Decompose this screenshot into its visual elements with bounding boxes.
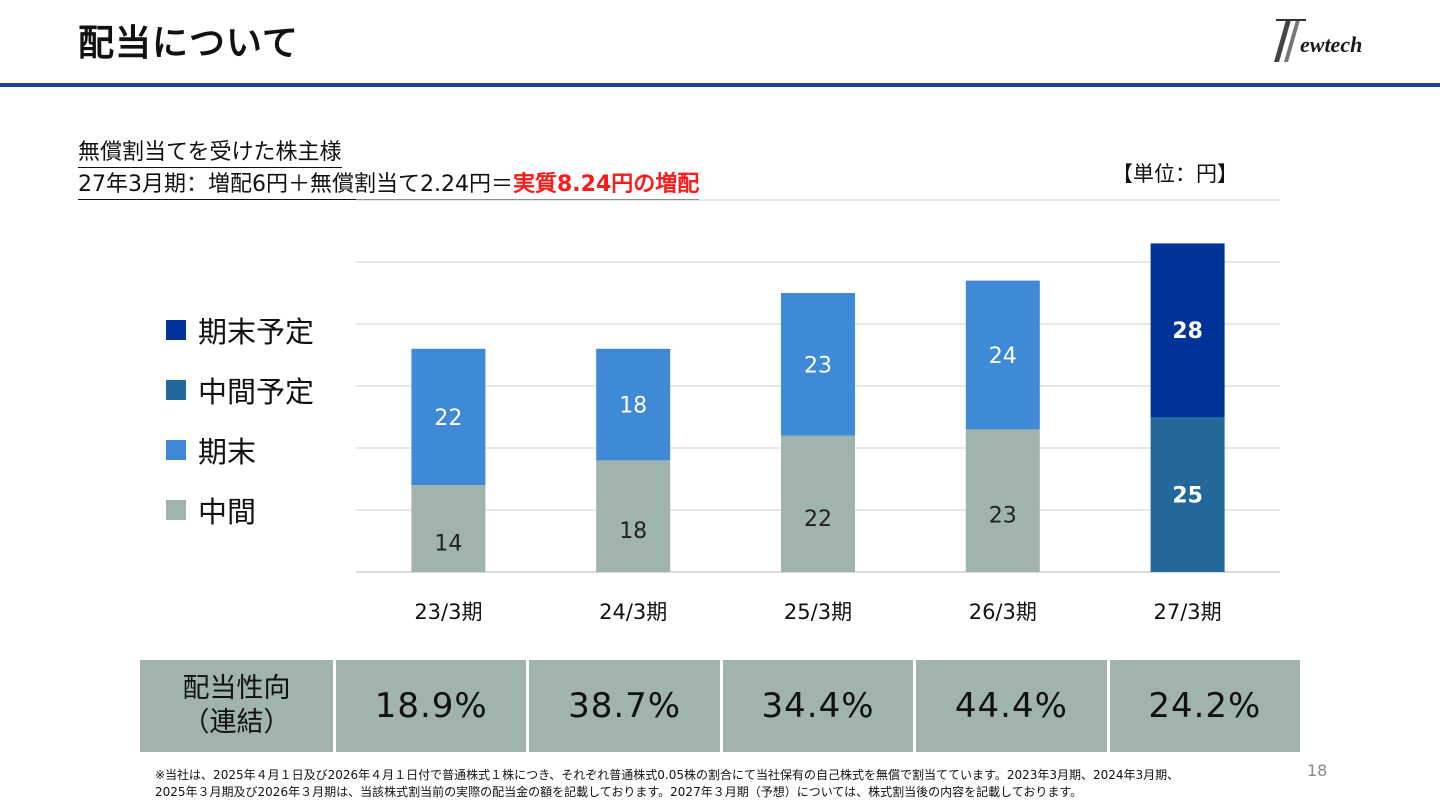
subtitle-line-2-prefix: 27年3月期：増配6円＋無償割当て2.24円＝: [78, 172, 513, 197]
data-label: 25: [1172, 484, 1203, 509]
x-tick-label: 25/3期: [784, 600, 852, 624]
x-tick-label: 27/3期: [1154, 600, 1222, 624]
header-rule: [0, 83, 1440, 87]
legend-swatch: [166, 320, 186, 340]
logo-slash-1: [1274, 20, 1291, 62]
bar-segment: [965, 280, 1040, 430]
data-label: 14: [434, 532, 462, 557]
payout-ratio-cell: 38.7%: [529, 660, 723, 752]
bar-segment: [411, 485, 486, 572]
company-logo: ewtech: [1274, 19, 1362, 62]
payout-header-line-2: （連結）: [182, 707, 291, 738]
payout-header-line-1: 配当性向: [182, 673, 291, 704]
unit-label: 【単位：円】: [1112, 162, 1238, 186]
data-label: 28: [1172, 319, 1203, 344]
legend-label: 期末: [198, 435, 257, 469]
x-tick-label: 23/3期: [414, 600, 482, 624]
footnote-line-1: ※当社は、2025年４月１日及び2026年４月１日付で普通株式１株につき、それぞ…: [155, 768, 1180, 782]
bar-segment: [596, 460, 671, 572]
legend-label: 期末予定: [198, 315, 315, 349]
legend-label: 中間: [198, 495, 257, 529]
page-title: 配当について: [78, 23, 299, 64]
legend-item-chukan: 中間: [166, 480, 314, 540]
subtitle-highlight: 実質8.24円の増配: [512, 172, 700, 197]
legend-item-kimatsu-yotei: 期末予定: [166, 300, 314, 360]
x-tick-label: 26/3期: [969, 600, 1037, 624]
data-label: 23: [804, 353, 832, 378]
logo-slash-2: [1284, 20, 1300, 62]
data-label: 24: [989, 344, 1017, 369]
chart-legend: 期末予定 中間予定 期末 中間: [166, 300, 314, 540]
data-label: 18: [619, 519, 647, 544]
bar-segment: [781, 435, 855, 572]
legend-item-kimatsu: 期末: [166, 420, 314, 480]
bar-segment: [1150, 417, 1225, 572]
payout-ratio-table: 配当性向 （連結） 18.9% 38.7% 34.4% 44.4% 24.2%: [140, 660, 1301, 752]
data-label: 23: [989, 504, 1017, 529]
page-number: 18: [1307, 761, 1328, 780]
payout-ratio-cell: 44.4%: [916, 660, 1110, 752]
bar-segment: [411, 348, 486, 486]
legend-swatch: [166, 440, 186, 460]
payout-ratio-cell: 18.9%: [336, 660, 530, 752]
footnote-line-2: 2025年３月期及び2026年３月期は、当該株式割当前の実際の配当金の額を記載し…: [155, 785, 1083, 799]
bar-segment: [596, 348, 671, 461]
payout-ratio-cell: 34.4%: [722, 660, 917, 752]
data-label: 22: [804, 507, 832, 532]
footnote: ※当社は、2025年４月１日及び2026年４月１日付で普通株式１株につき、それぞ…: [155, 767, 1179, 801]
legend-swatch: [166, 380, 186, 400]
bar-segment: [965, 429, 1040, 572]
data-label: 18: [619, 394, 647, 419]
bar-segment: [781, 293, 855, 436]
payout-ratio-cell: 24.2%: [1109, 660, 1301, 752]
bar-segment: [1150, 243, 1225, 417]
legend-item-chukan-yotei: 中間予定: [166, 360, 314, 420]
subtitle-line-1-text: 無償割当てを受けた株主様: [78, 139, 342, 168]
subtitle-line-1: 無償割当てを受けた株主様: [78, 137, 699, 169]
logo-wordmark: ewtech: [1300, 32, 1362, 57]
legend-swatch: [166, 500, 186, 520]
x-tick-label: 24/3期: [599, 600, 667, 624]
dividend-chart: 14 22 23/3期 18 18 24/3期 22 23 25/3期 23 24 26/3期 25 28…: [356, 199, 1280, 624]
legend-label: 中間予定: [198, 375, 315, 409]
payout-ratio-header: 配当性向 （連結）: [140, 660, 336, 752]
data-label: 22: [434, 406, 462, 431]
